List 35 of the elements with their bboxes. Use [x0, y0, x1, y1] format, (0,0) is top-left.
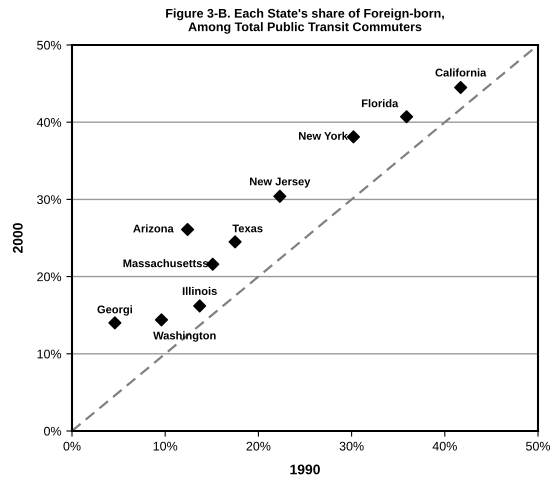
- y-tick-label: 30%: [37, 195, 62, 204]
- chart-title: Figure 3-B. Each State's share of Foreign-born, Among Total Public Transit Commuters: [166, 8, 444, 34]
- x-tick-label: 40%: [432, 442, 457, 451]
- point: [193, 299, 206, 313]
- point: [206, 258, 220, 271]
- annotation: Arizona: [133, 224, 174, 232]
- y-tick-label: 0%: [44, 426, 62, 436]
- point: [454, 80, 468, 94]
- point: [154, 313, 168, 326]
- y-tick-label: 50%: [37, 40, 62, 50]
- x-tick-label: 10%: [154, 442, 178, 451]
- annotation: Texas: [232, 224, 263, 232]
- x-tick-label: 50%: [526, 442, 550, 451]
- annotation: New York: [299, 132, 348, 140]
- annotation: Georgi: [97, 305, 132, 316]
- point: [346, 130, 360, 144]
- annotation: Florida: [362, 99, 398, 108]
- y-tick-label: 40%: [36, 118, 62, 127]
- point: [180, 222, 194, 236]
- y-tick-label: 20%: [37, 272, 62, 282]
- annotation: New Jersey: [250, 178, 310, 188]
- annotation: Illinois: [182, 286, 217, 296]
- x-tick-label: 0%: [63, 442, 81, 451]
- point: [273, 190, 286, 203]
- x-tick-label: 30%: [340, 442, 364, 451]
- annotation: Washington: [153, 331, 216, 342]
- point: [108, 316, 122, 330]
- point: [400, 110, 414, 124]
- y-tick-label: 10%: [38, 350, 62, 358]
- x-tick-label: 20%: [246, 442, 270, 451]
- annotation: Massachusettss: [123, 259, 208, 268]
- x-axis-title: 1990: [290, 464, 320, 474]
- annotation: California: [435, 68, 486, 77]
- point: [228, 235, 242, 248]
- y-axis-title: 2000: [12, 223, 23, 253]
